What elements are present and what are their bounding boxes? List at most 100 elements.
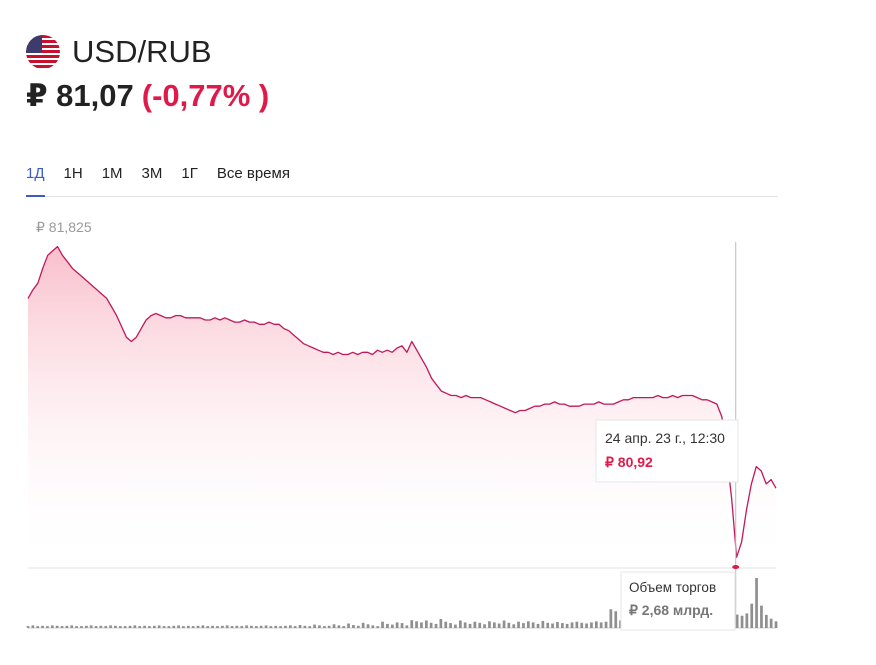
volume-bar <box>284 625 287 628</box>
volume-bar <box>459 620 462 628</box>
volume-bar <box>765 614 768 628</box>
price-line <box>27 245 777 558</box>
volume-bar <box>177 625 180 628</box>
volume-bar <box>323 626 326 628</box>
volume-bar <box>507 622 511 628</box>
volume-bar <box>318 625 321 628</box>
volume-bar <box>570 622 574 628</box>
volume-bar <box>381 621 384 628</box>
volume-bar <box>332 624 336 628</box>
volume-bar <box>371 625 375 628</box>
volume-bar <box>167 626 171 628</box>
volume-bar <box>298 625 302 628</box>
volume-bar <box>599 622 603 628</box>
volume-bar <box>497 623 501 628</box>
volume-bar <box>51 625 54 628</box>
volume-bar <box>153 625 156 628</box>
tab-1y[interactable]: 1Г <box>181 165 198 182</box>
pair-row: USD/RUB <box>26 30 269 74</box>
volume-bar <box>750 603 754 628</box>
volume-bar <box>585 623 588 628</box>
volume-bar <box>269 626 273 628</box>
volume-bar <box>313 624 316 628</box>
volume-bar <box>357 625 360 628</box>
volume-bar <box>541 620 545 628</box>
volume-bar <box>595 621 598 628</box>
volume-bar <box>420 622 423 628</box>
volume-bar <box>182 626 185 628</box>
volume-bar <box>211 625 214 628</box>
volume-bar <box>274 625 278 628</box>
volume-bar <box>99 625 103 628</box>
volume-bar <box>191 626 195 628</box>
volume-bar <box>216 626 219 628</box>
volume-bar <box>148 626 151 628</box>
volume-bar <box>473 621 477 628</box>
volume-bar <box>580 622 584 628</box>
timeframe-tabs: 1Д 1Н 1М 3М 1Г Все время <box>26 162 778 197</box>
volume-tooltip <box>620 571 736 631</box>
volume-bar <box>289 625 292 628</box>
volume-bar <box>483 624 486 628</box>
volume-bar <box>745 613 749 628</box>
instrument-header: USD/RUB ₽ 81,07 (-0,77% ) <box>26 30 269 114</box>
volume-bar <box>119 626 122 628</box>
tab-1w[interactable]: 1Н <box>63 165 83 182</box>
volume-bar <box>172 625 176 628</box>
tab-all-time[interactable]: Все время <box>216 165 290 182</box>
volume-bar <box>80 626 83 628</box>
volume-bar <box>429 622 433 628</box>
volume-bar <box>70 625 74 628</box>
volume-bar <box>405 625 409 628</box>
volume-bar <box>342 626 346 628</box>
volume-bar <box>755 578 758 628</box>
volume-bar <box>46 626 49 628</box>
volume-bar <box>41 625 44 628</box>
volume-bar <box>75 626 78 628</box>
volume-bar <box>337 625 341 628</box>
volume-bar <box>327 625 331 628</box>
volume-bar <box>279 626 282 628</box>
price-change: (-0,77% ) <box>141 78 270 113</box>
volume-bar <box>31 625 35 628</box>
price-chart[interactable]: ₽ 81,825 24 апр. 23 г., 12:30 ₽ 80,92 Объем… <box>0 200 876 640</box>
volume-bar <box>94 626 98 628</box>
volume-bar <box>162 626 166 628</box>
volume-bar <box>60 626 64 628</box>
volume-bar <box>157 625 161 628</box>
tooltip-date: 24 апр. 23 г., 12:30 <box>605 430 725 446</box>
volume-bar <box>590 622 593 628</box>
volume-bar <box>575 621 579 628</box>
tab-3m[interactable]: 3М <box>141 165 163 182</box>
volume-bar <box>434 623 438 628</box>
volume-bar <box>386 623 389 628</box>
volume-bar <box>85 625 88 628</box>
tab-1d[interactable]: 1Д <box>26 162 45 197</box>
volume-bar <box>366 624 370 628</box>
volume-bar <box>245 625 248 628</box>
volume-bar <box>463 622 467 628</box>
y-top-label: ₽ 81,825 <box>36 219 92 235</box>
tab-1m[interactable]: 1М <box>101 165 123 182</box>
volume-bar <box>774 621 778 628</box>
volume-bar <box>488 621 491 628</box>
volume-bar <box>109 625 112 628</box>
crosshair-marker <box>732 565 740 569</box>
volume-bar <box>143 625 146 628</box>
volume-bar <box>55 625 59 628</box>
plot-area: ₽ 81,825 24 апр. 23 г., 12:30 ₽ 80,92 Объем… <box>26 219 778 631</box>
price-tooltip <box>595 419 739 483</box>
price-row: ₽ 81,07 (-0,77% ) <box>26 78 269 114</box>
volume-bar <box>391 624 394 628</box>
volume-bar <box>760 605 763 628</box>
price-area <box>28 246 776 568</box>
volume-bar <box>512 624 516 628</box>
volume-bar <box>230 626 234 628</box>
volume-bar <box>395 622 399 628</box>
volume-tooltip-value: ₽ 2,68 млрд. <box>629 602 713 618</box>
current-price: ₽ 81,07 <box>26 78 134 113</box>
volume-bar <box>303 625 307 628</box>
volume-bar <box>255 626 258 628</box>
volume-bar <box>26 626 30 628</box>
volume-bar <box>468 623 472 628</box>
